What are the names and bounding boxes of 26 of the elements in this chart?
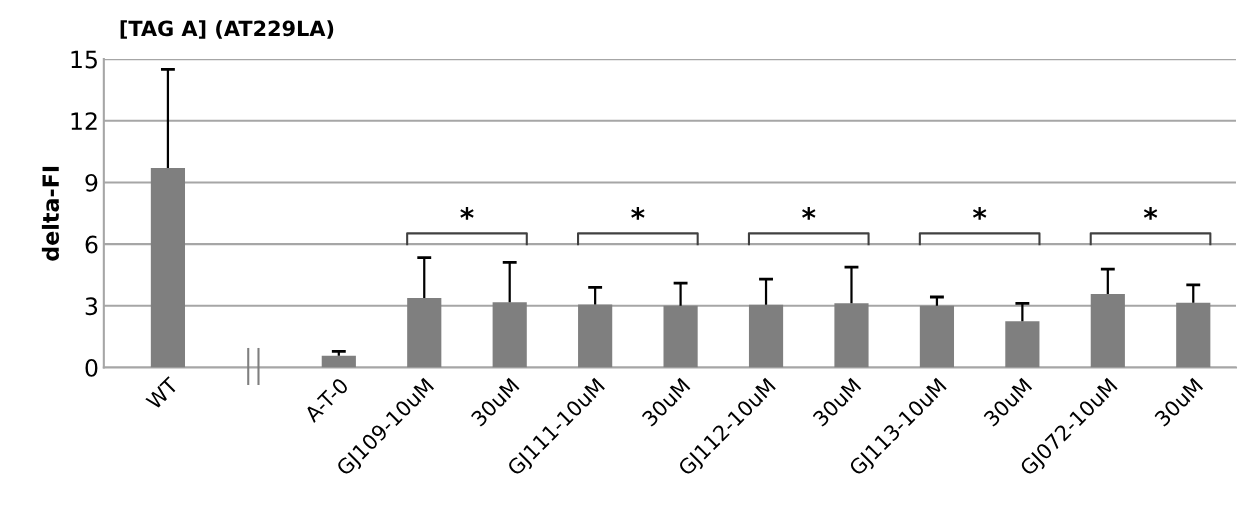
y-tick-label: 0: [85, 358, 98, 377]
bar: [1005, 321, 1040, 368]
annotation: *: [972, 206, 987, 220]
bar: [492, 302, 527, 368]
chart-title: [TAG A] (AT229LA): [120, 20, 334, 39]
bar: [919, 305, 955, 368]
bar: [748, 304, 784, 368]
x-tick-label: WT: [145, 376, 180, 411]
y-axis-title: delta-FI: [41, 166, 60, 261]
bar: [1176, 302, 1211, 368]
y-tick-label: 12: [71, 112, 97, 130]
annotation: *: [1143, 206, 1158, 220]
annotation: *: [460, 206, 474, 220]
annotation: *: [802, 206, 816, 220]
bar: [663, 305, 698, 368]
bar: [834, 303, 869, 368]
bar: [321, 355, 356, 368]
bar: [150, 168, 186, 368]
y-tick-label: 15: [71, 50, 97, 69]
bar: [578, 304, 613, 368]
annotation: *: [631, 206, 645, 220]
bar: [407, 298, 442, 368]
y-tick-label: 6: [85, 235, 98, 254]
y-tick-label: 9: [85, 173, 98, 192]
y-tick-label: 3: [85, 297, 98, 316]
bar: [1090, 294, 1125, 368]
